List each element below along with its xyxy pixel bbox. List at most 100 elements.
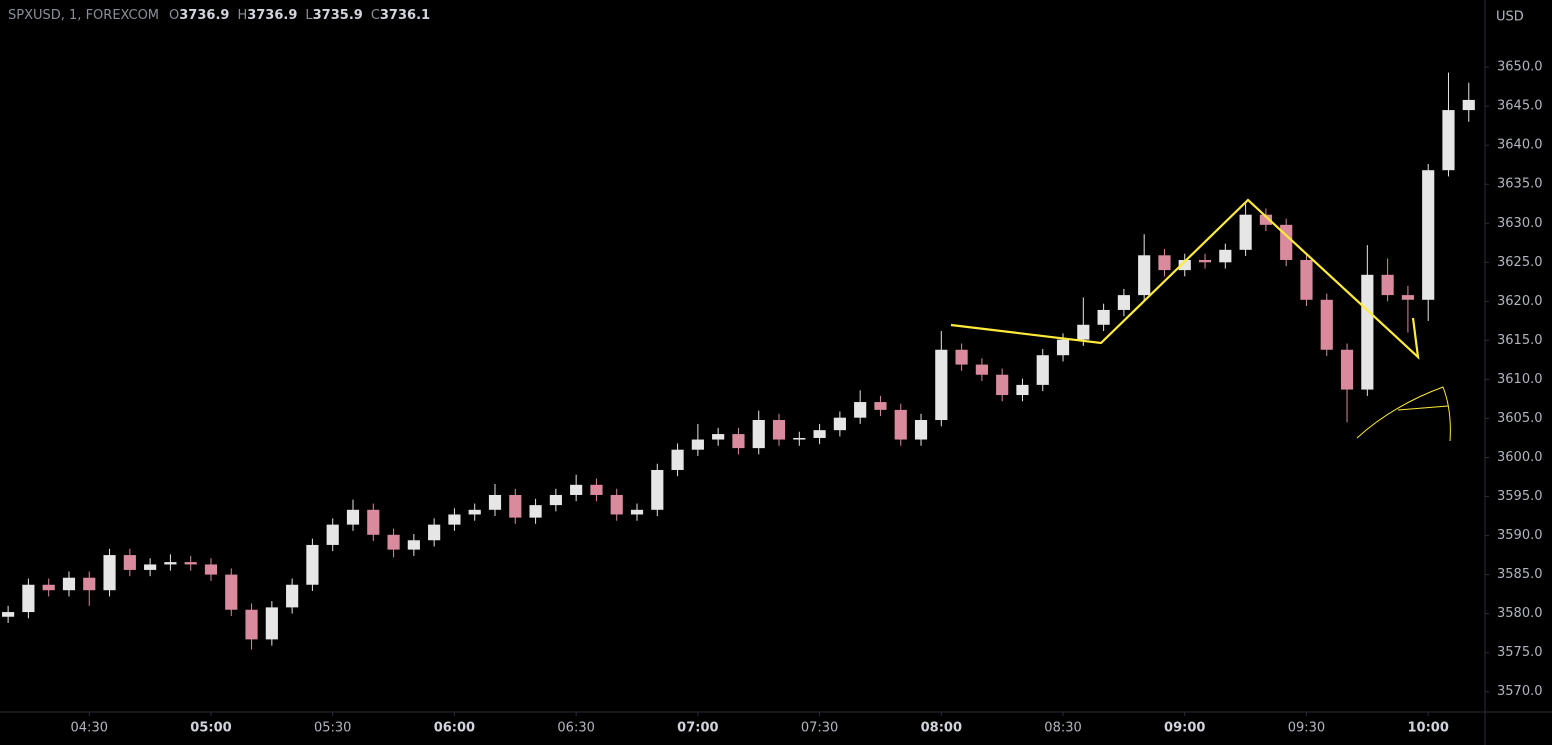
x-tick-label: 06:00 <box>434 721 475 736</box>
candle-body <box>671 449 684 470</box>
candle-body <box>996 374 1009 396</box>
candle-body <box>1138 255 1151 296</box>
y-tick-label: 3585.0 <box>1497 567 1543 582</box>
candle-body <box>854 402 867 418</box>
candle-body <box>448 514 461 525</box>
ohlc-value: 3736.1 <box>379 8 431 23</box>
candle-body <box>42 584 55 591</box>
x-tick-label: 08:30 <box>1044 721 1081 736</box>
candle-body <box>1239 214 1252 250</box>
x-tick-label: 09:00 <box>1164 721 1205 736</box>
candle-body <box>144 564 157 570</box>
legend: SPXUSD, 1, FOREXCOM O3736.9 H3736.9 L3735.9… <box>8 8 438 23</box>
candle-body <box>1422 170 1435 300</box>
ohlc-key: C <box>370 8 380 23</box>
drawings <box>950 198 1451 442</box>
candle-body <box>793 437 806 440</box>
candle-body <box>1361 274 1374 390</box>
y-tick-label: 3640.0 <box>1497 138 1543 153</box>
candle-body <box>1442 110 1455 171</box>
candle-body <box>570 484 583 495</box>
y-tick-label: 3580.0 <box>1497 606 1543 621</box>
candle-body <box>610 494 623 515</box>
ohlc-key: L <box>305 8 313 23</box>
x-tick-label: 06:30 <box>557 721 594 736</box>
candle-body <box>184 562 197 565</box>
candle-body <box>407 540 420 550</box>
candle-body <box>772 420 786 440</box>
candle-body <box>590 484 603 495</box>
y-tick-label: 3650.0 <box>1497 60 1543 75</box>
candle-body <box>630 509 644 515</box>
candle-body <box>1340 349 1354 390</box>
y-tick-label: 3620.0 <box>1497 294 1543 309</box>
candle-body <box>306 544 319 585</box>
candle-body <box>1016 384 1029 396</box>
candle-body <box>914 420 928 440</box>
candle-body <box>691 439 704 450</box>
x-tick-label: 05:30 <box>314 721 351 736</box>
x-tick-label: 05:00 <box>190 721 231 736</box>
candle-body <box>62 577 76 591</box>
currency-label: USD <box>1496 10 1524 25</box>
candle-body <box>1401 295 1414 300</box>
candle-body <box>935 349 948 421</box>
candle-body <box>1462 99 1475 111</box>
y-tick-label: 3605.0 <box>1497 411 1543 426</box>
y-tick-label: 3625.0 <box>1497 255 1543 270</box>
candle-body <box>488 494 502 510</box>
y-tick-label: 3635.0 <box>1497 177 1543 192</box>
candle-body <box>428 524 441 541</box>
x-tick-label: 07:30 <box>801 721 838 736</box>
x-tick-label: 09:30 <box>1288 721 1325 736</box>
ohlc-value: 3736.9 <box>179 8 230 23</box>
y-tick-label: 3590.0 <box>1497 528 1543 543</box>
y-tick-label: 3595.0 <box>1497 489 1543 504</box>
candle-body <box>1178 259 1191 271</box>
candle-body <box>83 577 96 591</box>
ohlc-value: 3736.9 <box>247 8 298 23</box>
candle-body <box>732 434 745 449</box>
candle-body <box>245 609 258 640</box>
y-tick-label: 3630.0 <box>1497 216 1543 231</box>
candle-body <box>813 430 826 438</box>
candle-body <box>1320 299 1333 350</box>
candle-body <box>1259 214 1272 225</box>
candle-body <box>1036 355 1049 385</box>
candle-body <box>874 402 887 410</box>
candle-body <box>346 509 360 525</box>
x-tick-label: 04:30 <box>71 721 108 736</box>
candle-body <box>22 584 35 613</box>
freehand-drawing <box>1397 405 1449 411</box>
candle-body <box>1077 324 1090 340</box>
candle-body <box>1219 249 1232 263</box>
candle-body <box>955 349 968 365</box>
candle-body <box>894 409 907 440</box>
candle-body <box>1300 259 1313 300</box>
candle-body <box>509 494 522 518</box>
candle-body <box>1381 274 1394 296</box>
y-tick-label: 3610.0 <box>1497 372 1543 387</box>
candle-body <box>204 564 218 575</box>
x-tick-label: 08:00 <box>921 721 962 736</box>
x-tick-label: 07:00 <box>677 721 718 736</box>
trend-drawing <box>950 198 1420 360</box>
candle-body <box>468 509 481 515</box>
candle-body <box>326 524 339 545</box>
candle-body <box>833 417 846 431</box>
candle-body <box>975 364 988 375</box>
y-tick-label: 3615.0 <box>1497 333 1543 348</box>
y-tick-label: 3570.0 <box>1497 684 1543 699</box>
candle-body <box>529 505 542 518</box>
candle-body <box>752 420 765 449</box>
ohlc: O3736.9 H3736.9 L3735.9 C3736.1 <box>169 8 438 23</box>
y-tick-label: 3600.0 <box>1497 450 1543 465</box>
candle-body <box>1198 259 1212 263</box>
ohlc-key: O <box>169 8 180 23</box>
candle-body <box>1117 295 1130 310</box>
ohlc-value: 3735.9 <box>312 8 363 23</box>
freehand-drawing <box>1356 386 1451 442</box>
